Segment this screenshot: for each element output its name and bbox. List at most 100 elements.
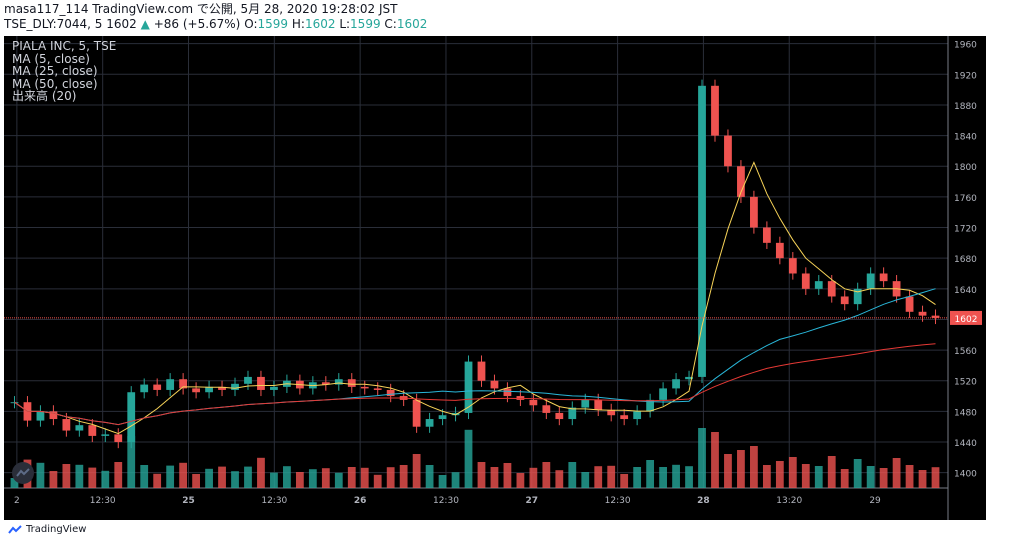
x-tick-label: 26: [354, 496, 367, 506]
volume-bar: [88, 467, 97, 488]
volume-bar: [581, 472, 590, 488]
symbol-price: TSE_DLY:7044, 5 1602: [4, 17, 137, 31]
candle-body: [788, 258, 797, 274]
high-value: 1602: [304, 17, 336, 31]
candle-body: [542, 405, 551, 413]
volume-bar: [62, 464, 71, 488]
tradingview-logo[interactable]: TradingView: [8, 524, 86, 535]
volume-bar: [218, 466, 226, 488]
x-tick-label: 25: [182, 496, 195, 506]
candle-body: [905, 296, 914, 312]
volume-bar: [853, 459, 862, 488]
volume-bar: [360, 467, 369, 488]
candle-body: [88, 425, 97, 436]
volume-bar: [114, 462, 123, 488]
candle-body: [607, 409, 616, 416]
candle-body: [412, 399, 421, 427]
volume-bar: [373, 474, 382, 488]
x-tick-label: 12:30: [433, 496, 459, 506]
volume-bar: [542, 462, 551, 488]
y-tick-label: 1880: [954, 102, 977, 112]
volume-bar: [607, 465, 616, 488]
candle-body: [685, 376, 693, 380]
candle-body: [555, 412, 564, 420]
volume-bar: [879, 468, 888, 488]
chart-header: masa117_114 TradingView.com で公開, 5月 28, …: [0, 0, 1024, 32]
x-tick-label: 27: [526, 496, 539, 506]
candle-body: [36, 411, 45, 421]
y-tick-label: 1840: [954, 133, 977, 143]
candle-body: [347, 379, 356, 387]
close-label: C:: [384, 17, 397, 31]
volume-bar: [477, 462, 486, 488]
legend-ma50[interactable]: MA (50, close): [12, 76, 98, 91]
x-tick-label: 2: [14, 496, 20, 506]
price-chart[interactable]: 1400144014801520156016001640168017201760…: [4, 36, 986, 520]
chart-legend: PIALA INC, 5, TSE MA (5, close) MA (25, …: [12, 40, 116, 103]
low-value: 1599: [350, 17, 381, 31]
volume-bar: [905, 465, 914, 488]
candle-body: [931, 315, 940, 318]
candle-body: [218, 386, 226, 390]
candle-body: [620, 415, 629, 420]
y-tick-label: 1400: [954, 470, 977, 480]
volume-bar: [529, 467, 538, 488]
volume-bar: [568, 462, 577, 488]
candle-body: [490, 380, 499, 389]
candle-body: [231, 383, 239, 390]
symbol-quote: TSE_DLY:7044, 5 1602 ▲ +86 (+5.67%) O:15…: [4, 17, 427, 31]
candle-body: [801, 273, 810, 289]
volume-bar: [451, 472, 460, 488]
legend-ma25[interactable]: MA (25, close): [12, 64, 98, 78]
ma5-line: [14, 161, 936, 435]
volume-bar: [334, 472, 343, 488]
candle-body: [49, 411, 58, 420]
volume-bar: [412, 454, 421, 488]
y-tick-label: 1560: [954, 347, 977, 357]
volume-bar: [10, 478, 19, 488]
last-price-label: 1602: [955, 315, 978, 325]
legend-volume[interactable]: 出来高 (20): [12, 89, 77, 103]
candle-body: [840, 296, 849, 305]
volume-bar: [737, 450, 745, 488]
legend-symbol[interactable]: PIALA INC, 5, TSE: [12, 39, 117, 53]
candle-body: [711, 85, 719, 136]
candle-body: [179, 379, 188, 389]
y-tick-label: 1960: [954, 41, 977, 51]
candle-body: [127, 392, 136, 443]
candle-body: [205, 386, 213, 393]
chart-area[interactable]: 1400144014801520156016001640168017201760…: [4, 36, 986, 520]
footer: TradingView: [0, 520, 1024, 542]
volume-bar: [295, 472, 304, 488]
candle-body: [633, 411, 642, 420]
candle-body: [114, 434, 123, 443]
volume-bar: [464, 429, 473, 488]
up-arrow-icon: ▲: [140, 17, 150, 31]
volume-bar: [399, 465, 408, 488]
candle-body: [386, 389, 395, 397]
close-value: 1602: [396, 17, 428, 31]
volume-bar: [620, 474, 629, 488]
y-tick-label: 1640: [954, 286, 977, 296]
volume-bar: [646, 460, 655, 488]
x-tick-label: 12:30: [90, 496, 116, 506]
x-tick-label: 12:30: [261, 496, 287, 506]
candle-body: [75, 425, 84, 431]
candle-body: [529, 399, 538, 406]
volume-bar: [127, 436, 136, 488]
candle-body: [762, 227, 771, 243]
volume-bar: [101, 470, 110, 488]
volume-bar: [866, 466, 875, 488]
candle-body: [594, 399, 603, 410]
candle-body: [166, 379, 175, 390]
candle-body: [750, 196, 758, 228]
candle-body: [140, 384, 149, 393]
candle-body: [425, 419, 434, 427]
legend-ma5[interactable]: MA (5, close): [12, 51, 90, 66]
y-tick-label: 1520: [954, 378, 977, 388]
volume-bar: [425, 465, 434, 488]
volume-bar: [270, 472, 278, 488]
volume-bar: [231, 471, 239, 488]
volume-bar: [153, 473, 162, 488]
volume-bar: [75, 464, 84, 488]
